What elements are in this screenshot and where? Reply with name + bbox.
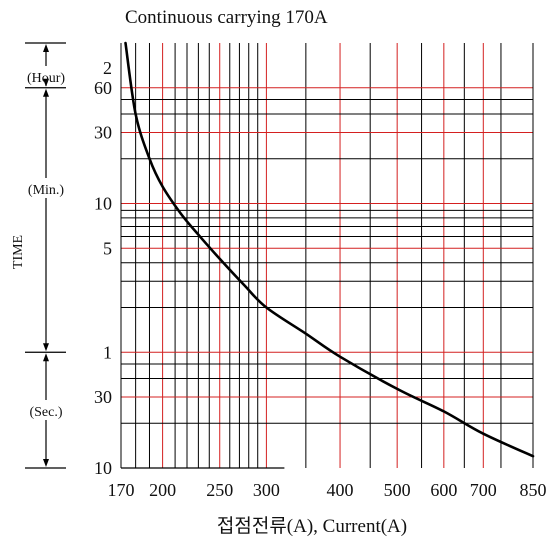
band-label: (Min.) xyxy=(28,183,65,198)
y-tick-label: 30 xyxy=(94,387,112,407)
x-tick-label: 500 xyxy=(384,480,411,500)
x-tick-label: 250 xyxy=(206,480,233,500)
band-label: (Sec.) xyxy=(29,405,62,420)
y-axis-title: TIME xyxy=(11,235,26,269)
y-tick-label: 2 xyxy=(103,58,112,78)
y-tick-label: 30 xyxy=(94,123,112,143)
y-tick-label: 1 xyxy=(103,342,112,362)
time-current-curve xyxy=(124,41,535,458)
y-tick-label: 60 xyxy=(94,78,112,98)
curve xyxy=(124,41,535,458)
y-tick-label: 5 xyxy=(103,238,112,258)
band-arrow xyxy=(43,343,49,352)
y-tick-label: 10 xyxy=(94,194,112,214)
band-arrow xyxy=(43,353,49,362)
chart-title: Continuous carrying 170A xyxy=(125,7,328,28)
x-axis-title: 접점전류(A), Current(A) xyxy=(217,515,407,537)
x-tick-label: 400 xyxy=(327,480,354,500)
band-arrow xyxy=(43,459,49,467)
x-tick-label: 200 xyxy=(149,480,176,500)
grid xyxy=(121,43,534,468)
x-tick-label: 300 xyxy=(253,480,280,500)
band-arrow xyxy=(43,88,49,97)
x-tick-label: 700 xyxy=(470,480,497,500)
axes: 170 200 250 300 400 500 600 700 850 10 30 1 5 10 30 602… xyxy=(25,42,547,500)
x-tick-label: 600 xyxy=(430,480,457,500)
band-arrow xyxy=(43,44,49,52)
y-tick-label: 10 xyxy=(94,458,112,478)
band-label: (Hour) xyxy=(27,71,65,86)
band-arrow xyxy=(43,78,49,87)
x-tick-label: 850 xyxy=(520,480,547,500)
x-tick-label: 170 xyxy=(108,480,135,500)
